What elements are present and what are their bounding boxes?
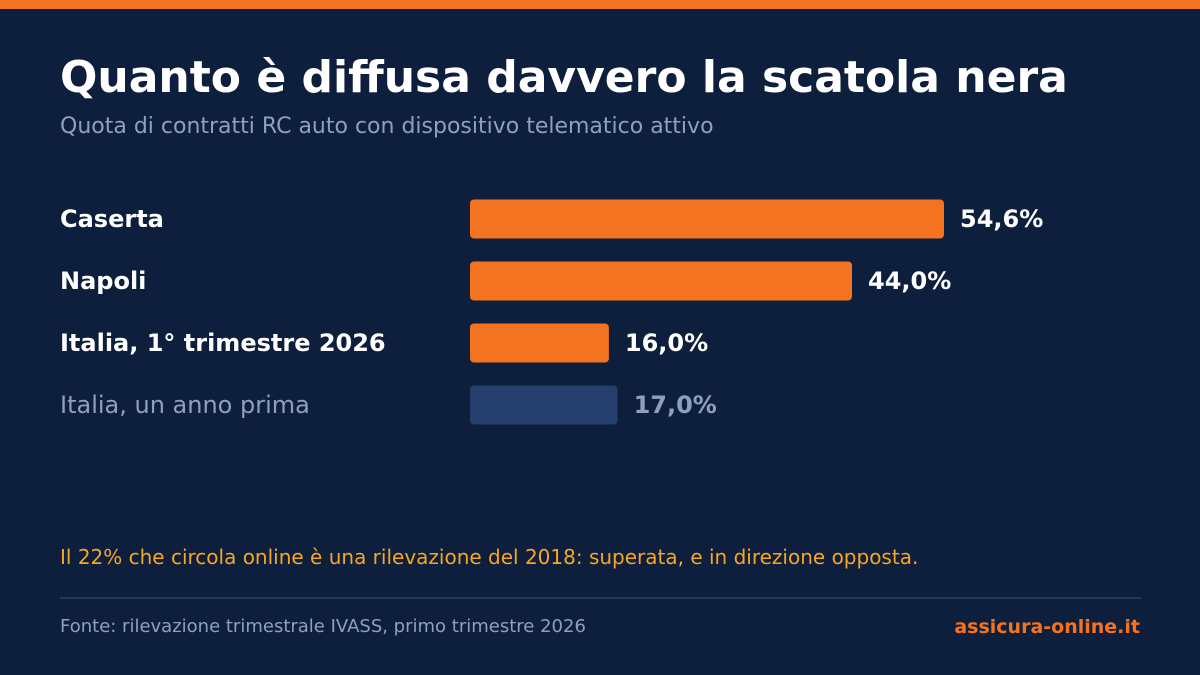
footer-divider <box>60 597 1141 599</box>
bar <box>470 261 852 301</box>
value-label: 44,0% <box>868 267 951 295</box>
brand-link[interactable]: assicura-online.it <box>954 616 1140 638</box>
value-label: 16,0% <box>625 329 708 357</box>
value-label: 54,6% <box>960 205 1043 233</box>
bar <box>470 323 609 363</box>
bar <box>470 199 944 239</box>
value-label: 17,0% <box>634 391 717 419</box>
chart-note: Il 22% che circola online è una rilevazi… <box>60 545 919 569</box>
category-label: Italia, 1° trimestre 2026 <box>60 329 386 357</box>
chart-title: Quanto è diffusa davvero la scatola nera <box>60 52 1068 103</box>
category-label: Caserta <box>60 205 164 233</box>
source-text: Fonte: rilevazione trimestrale IVASS, pr… <box>60 616 586 637</box>
chart-subtitle: Quota di contratti RC auto con dispositi… <box>60 114 714 139</box>
category-label: Italia, un anno prima <box>60 391 310 419</box>
category-label: Napoli <box>60 267 146 295</box>
top-accent-stripe <box>0 0 1200 9</box>
bar <box>470 385 618 425</box>
